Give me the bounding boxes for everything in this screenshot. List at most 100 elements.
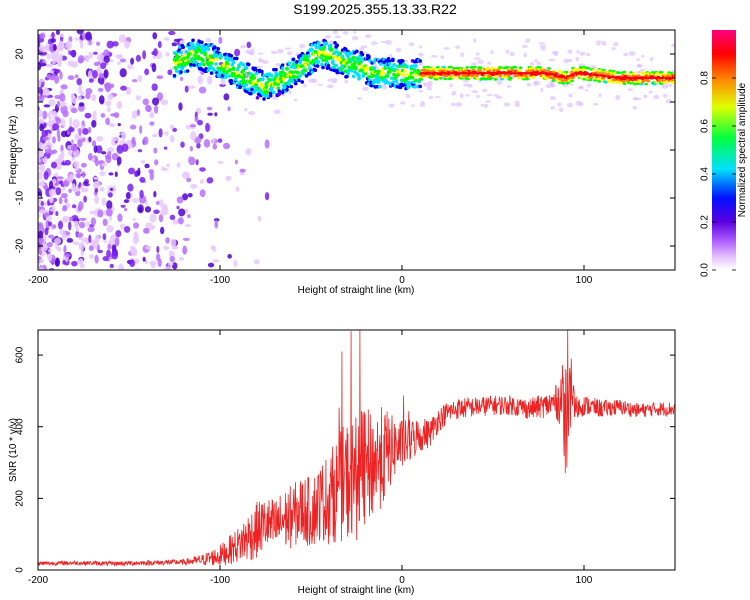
- spectrogram-cell: [503, 102, 511, 107]
- spectrogram-cell: [120, 85, 128, 91]
- spectrogram-cell: [59, 53, 63, 62]
- spectrogram-cell: [486, 93, 493, 97]
- spectrogram-cell: [49, 70, 54, 74]
- spectrogram-cell: [118, 34, 126, 43]
- spectrogram-cell: [106, 200, 113, 210]
- spectrogram-cell: [81, 237, 89, 243]
- spectrogram-cell: [149, 111, 155, 119]
- spectrogram-cell: [563, 58, 569, 64]
- spectrogram-cell: [61, 231, 67, 241]
- spectrogram-cell: [190, 49, 194, 54]
- spectrogram-cell: [475, 94, 480, 99]
- spectrogram-cell: [485, 100, 491, 103]
- spectrogram-cell: [330, 77, 338, 83]
- spectrogram-cell: [38, 200, 42, 205]
- spectrogram-cell: [178, 208, 186, 217]
- spectrogram-cell: [493, 78, 498, 81]
- spectrogram-cell: [277, 92, 282, 96]
- spectrogram-cell: [111, 136, 118, 142]
- spectrogram-cell: [207, 262, 215, 268]
- spectrogram-cell: [246, 62, 251, 67]
- spectrogram-cell: [60, 118, 66, 127]
- spectrogram-cell: [557, 102, 562, 107]
- snr-frame: [37, 329, 676, 571]
- spectrogram-cell: [265, 89, 270, 94]
- spectrogram-cell: [209, 61, 214, 66]
- spectrogram-cell: [342, 31, 349, 35]
- spectrogram-cell: [182, 171, 189, 180]
- spectrogram-cell: [59, 71, 63, 80]
- spectrogram-cell: [380, 84, 388, 90]
- spectrogram-cell: [62, 259, 66, 265]
- spectrogram-cell: [361, 74, 366, 78]
- spectrogram-cell: [48, 110, 56, 115]
- spectrogram-cell: [381, 71, 385, 76]
- spectrogram-cell: [184, 85, 189, 93]
- spectrogram-cell: [530, 68, 535, 72]
- spectrogram-cell: [116, 156, 122, 166]
- spectrogram-cell: [99, 186, 105, 192]
- spectrogram-cell: [410, 104, 416, 107]
- spectrogram-cell: [151, 63, 157, 73]
- spectrogram-cell: [41, 130, 49, 137]
- spectrogram-cell: [578, 63, 586, 67]
- x-tick-label: -100: [210, 275, 230, 286]
- spectrogram-cell: [365, 34, 372, 39]
- spectrogram-cell: [85, 88, 93, 95]
- spectrogram-cell: [344, 47, 348, 52]
- spectrogram-cell: [496, 77, 502, 80]
- spectrogram-cell: [429, 76, 433, 80]
- spectrogram-cell: [227, 74, 231, 78]
- colorbar-tick-label: 0.6: [700, 119, 711, 133]
- spectrogram-cell: [149, 213, 157, 223]
- snr-panel: -200 -100 0 100 0 200 400 600 Height of straig…: [8, 329, 676, 596]
- spectrogram-cell: [50, 38, 56, 43]
- y-tick-label: 200: [15, 490, 26, 507]
- spectrogram-cell: [506, 74, 511, 77]
- spectrogram-cell: [55, 30, 60, 35]
- spectrogram-cell: [105, 208, 113, 217]
- spectrogram-cell: [448, 65, 453, 69]
- spectrogram-cell: [132, 235, 140, 245]
- spectrogram-cell: [588, 78, 593, 82]
- spectrogram-cell: [392, 62, 396, 67]
- spectrogram-cell: [202, 62, 206, 67]
- spectrogram-cell: [320, 62, 324, 67]
- spectrogram-cell: [564, 72, 569, 76]
- chart-title: S199.2025.355.13.33.R22: [293, 1, 457, 17]
- spectrogram-cell: [58, 153, 64, 163]
- spectrogram-cell: [181, 45, 186, 50]
- spectrogram-cell: [486, 66, 490, 70]
- spectrogram-cell: [38, 183, 46, 187]
- spectrogram-cell: [670, 43, 675, 48]
- spectrogram-cell: [277, 89, 282, 94]
- spectrogram-cell: [321, 58, 325, 62]
- spectrogram-cell: [553, 51, 559, 57]
- spectrogram-cell: [452, 67, 456, 70]
- spectrogram-cell: [368, 58, 372, 63]
- spectrogram-cell: [514, 100, 520, 105]
- spectrogram-cell: [191, 38, 195, 43]
- spectrogram-cell: [362, 86, 369, 92]
- spectrogram-cell: [288, 90, 292, 95]
- spectrogram-cell: [196, 142, 201, 149]
- spectrogram-cell: [505, 49, 510, 54]
- spectrogram-cell: [334, 63, 338, 68]
- spectrogram-cell: [189, 145, 194, 152]
- spectrogram-cell: [260, 69, 264, 74]
- spectrogram-cell: [387, 62, 392, 66]
- spectrogram-cell: [231, 67, 236, 71]
- spectrogram-cell: [663, 93, 668, 99]
- spectrogram-cell: [377, 84, 382, 89]
- spectrogram-cell: [649, 57, 654, 62]
- y-tick-label: 400: [15, 418, 26, 435]
- spectrogram-cell: [100, 162, 108, 167]
- spectrogram-cell: [545, 83, 552, 89]
- spectrogram-cell: [136, 109, 141, 116]
- spectrogram-cell: [78, 128, 82, 136]
- spectrogram-cell: [139, 189, 144, 199]
- spectrogram-cell: [308, 66, 312, 70]
- spectrogram-cell: [557, 73, 561, 77]
- spectrogram-cell: [155, 201, 160, 205]
- spectrogram-cell: [194, 116, 199, 123]
